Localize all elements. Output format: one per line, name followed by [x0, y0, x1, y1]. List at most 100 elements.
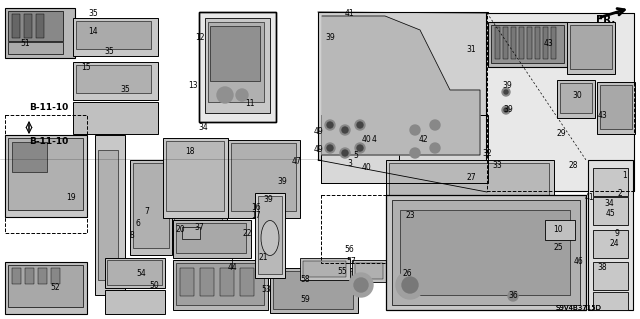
Bar	[5, 115, 87, 233]
Text: 36: 36	[508, 292, 518, 300]
Bar	[321, 115, 399, 183]
Bar	[386, 195, 586, 310]
Circle shape	[217, 87, 233, 103]
Bar	[318, 12, 488, 160]
Text: 52: 52	[50, 283, 60, 292]
Text: 6: 6	[136, 219, 140, 228]
Bar	[95, 135, 125, 295]
Text: 17: 17	[251, 211, 261, 220]
Bar	[352, 260, 387, 282]
Text: 50: 50	[149, 281, 159, 291]
Bar	[511, 27, 516, 59]
Bar	[176, 263, 264, 305]
Bar	[389, 163, 549, 203]
Bar	[593, 262, 628, 290]
Bar	[105, 258, 165, 288]
Text: 22: 22	[243, 228, 252, 238]
Bar	[12, 142, 47, 172]
Text: 39: 39	[277, 176, 287, 186]
Circle shape	[396, 271, 424, 299]
Text: 40: 40	[362, 162, 372, 172]
Circle shape	[340, 148, 350, 158]
Bar	[255, 193, 285, 278]
Bar	[300, 258, 350, 280]
Text: 1: 1	[623, 170, 627, 180]
Circle shape	[502, 106, 510, 114]
Bar	[560, 83, 592, 113]
Bar	[228, 140, 300, 218]
Bar	[240, 268, 254, 296]
Circle shape	[349, 273, 373, 297]
Bar	[8, 138, 83, 210]
Circle shape	[504, 108, 508, 112]
Text: 43: 43	[597, 110, 607, 120]
Text: 57: 57	[346, 256, 356, 265]
Text: 49: 49	[313, 145, 323, 154]
Circle shape	[502, 88, 510, 96]
Bar	[231, 143, 296, 211]
Text: 20: 20	[175, 225, 185, 234]
Text: 7: 7	[145, 206, 149, 216]
Text: 23: 23	[405, 211, 415, 220]
Text: 5: 5	[353, 151, 358, 160]
Text: 26: 26	[402, 270, 412, 278]
Text: 46: 46	[573, 256, 583, 265]
Text: 16: 16	[251, 203, 261, 211]
Text: 54: 54	[136, 269, 146, 278]
Bar	[107, 260, 162, 285]
Bar	[173, 220, 251, 258]
Circle shape	[340, 125, 350, 135]
Text: 13: 13	[188, 81, 198, 91]
Bar	[220, 268, 234, 296]
Text: 44: 44	[227, 263, 237, 272]
Text: 4: 4	[372, 136, 376, 145]
Text: B-11-10: B-11-10	[29, 102, 68, 112]
Bar	[495, 27, 500, 59]
Bar	[593, 168, 628, 196]
Circle shape	[402, 277, 418, 293]
Bar	[519, 27, 524, 59]
Text: FR.: FR.	[596, 15, 616, 25]
Circle shape	[325, 120, 335, 130]
Text: 2: 2	[618, 189, 622, 197]
Circle shape	[327, 122, 333, 128]
Text: 19: 19	[66, 192, 76, 202]
Bar	[172, 148, 227, 240]
Bar	[38, 268, 47, 284]
Text: 51: 51	[20, 40, 30, 48]
Bar	[488, 22, 568, 67]
Bar	[543, 27, 548, 59]
Bar	[199, 12, 276, 122]
Bar	[8, 265, 83, 307]
Bar	[130, 160, 172, 255]
Text: 38: 38	[597, 263, 607, 272]
Bar	[551, 27, 556, 59]
Bar	[545, 220, 575, 240]
Bar	[105, 290, 165, 314]
Bar	[166, 141, 224, 211]
Text: 45: 45	[605, 209, 615, 218]
Circle shape	[355, 120, 365, 130]
Bar	[182, 227, 200, 239]
Text: 34: 34	[198, 122, 208, 131]
Circle shape	[354, 278, 368, 292]
Bar	[491, 25, 564, 63]
Bar	[5, 135, 87, 217]
Text: 35: 35	[120, 85, 130, 93]
Bar	[73, 18, 158, 56]
Bar	[199, 12, 276, 122]
Circle shape	[410, 148, 420, 158]
Text: 55: 55	[337, 266, 347, 276]
Bar	[76, 65, 151, 93]
Text: 39: 39	[325, 33, 335, 42]
Text: 10: 10	[553, 226, 563, 234]
Text: 32: 32	[482, 149, 492, 158]
Text: 35: 35	[88, 9, 98, 18]
Text: 18: 18	[185, 147, 195, 157]
Text: 47: 47	[291, 158, 301, 167]
Text: 14: 14	[88, 27, 98, 36]
Text: 39: 39	[263, 196, 273, 204]
Circle shape	[236, 89, 248, 101]
Bar	[303, 261, 346, 277]
Text: 24: 24	[609, 239, 619, 248]
